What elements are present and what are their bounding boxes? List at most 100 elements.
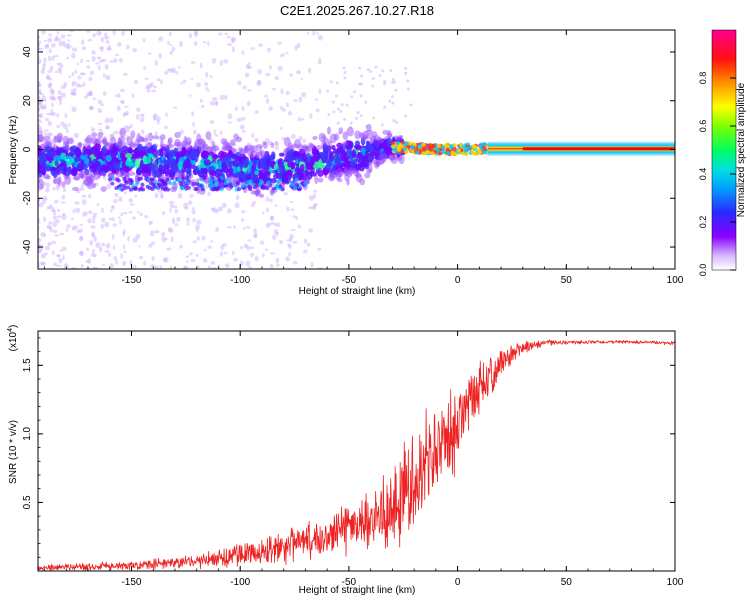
heatmap-cell: [272, 186, 277, 191]
heatmap-noise-blob: [111, 233, 115, 240]
heatmap-noise-blob: [92, 33, 97, 38]
heatmap-noise-blob: [98, 246, 103, 252]
heatmap-cell: [390, 156, 398, 164]
heatmap-cell: [121, 162, 126, 168]
heatmap-noise-blob: [290, 208, 295, 212]
heatmap-noise-blob: [245, 63, 251, 69]
heatmap-noise-blob: [335, 94, 339, 98]
heatmap-noise-blob: [98, 59, 104, 63]
heatmap-cell: [250, 172, 256, 181]
heatmap-cell: [143, 145, 149, 153]
heatmap-noise-blob: [241, 117, 246, 121]
heatmap-noise-blob: [51, 55, 55, 61]
heatmap-noise-blob: [104, 32, 108, 38]
heatmap-noise-blob: [58, 69, 62, 75]
heatmap-cell: [198, 184, 203, 189]
heatmap-noise-blob: [113, 255, 118, 261]
heatmap-noise-blob: [146, 88, 151, 93]
colorbar-tick-label: 0.2: [698, 216, 708, 229]
heatmap-noise-blob: [57, 67, 62, 72]
heatmap-noise-blob: [226, 35, 231, 39]
heatmap-noise-blob: [47, 37, 53, 43]
heatmap-noise-blob: [93, 254, 97, 258]
heatmap-noise-blob: [144, 215, 149, 219]
heatmap-noise-blob: [343, 117, 347, 121]
heatmap-cell: [312, 135, 318, 141]
heatmap-noise-blob: [106, 47, 112, 51]
heatmap-cell: [184, 183, 189, 188]
heatmap-noise-blob: [313, 204, 317, 209]
heatmap-noise-blob: [389, 68, 393, 72]
heatmap-noise-blob: [391, 77, 395, 81]
heatmap-noise-blob: [110, 217, 115, 221]
heatmap-noise-blob: [164, 70, 169, 75]
heatmap-cell: [277, 178, 282, 183]
heatmap-noise-blob: [109, 263, 114, 269]
heatmap-noise-blob: [294, 45, 298, 51]
heatmap-cell: [309, 156, 315, 167]
heatmap-noise-blob: [226, 43, 232, 47]
heatmap-noise-blob: [369, 69, 373, 73]
heatmap-cell: [431, 143, 436, 148]
heatmap-noise-blob: [119, 100, 125, 104]
heatmap-noise-blob: [160, 194, 164, 200]
heatmap-noise-blob: [133, 79, 139, 84]
heatmap-noise-blob: [157, 189, 163, 193]
heatmap-cell: [167, 138, 172, 148]
heatmap-cell: [149, 177, 154, 182]
heatmap-noise-blob: [142, 260, 147, 266]
heatmap-noise-blob: [38, 127, 41, 134]
heatmap-noise-blob: [99, 32, 102, 35]
heatmap-noise-blob: [279, 105, 284, 110]
heatmap-cell: [45, 146, 51, 152]
heatmap-noise-blob: [47, 83, 53, 89]
heatmap-noise-blob: [75, 83, 81, 88]
heatmap-noise-blob: [252, 234, 258, 239]
heatmap-cell: [126, 136, 133, 146]
heatmap-noise-blob: [61, 214, 67, 220]
heatmap-cell: [91, 162, 96, 171]
heatmap-noise-blob: [52, 186, 56, 191]
heatmap-noise-blob: [164, 125, 168, 130]
heatmap-noise-blob: [125, 44, 130, 50]
heatmap-cell: [139, 159, 144, 168]
heatmap-noise-blob: [274, 75, 279, 81]
heatmap-cell: [166, 187, 171, 192]
heatmap-noise-blob: [287, 111, 293, 116]
heatmap-noise-blob: [129, 203, 135, 206]
heatmap-noise-blob: [256, 80, 262, 87]
heatmap-noise-blob: [104, 36, 110, 40]
heatmap-noise-blob: [42, 183, 47, 186]
heatmap-noise-blob: [42, 64, 46, 67]
heatmap-noise-blob: [79, 224, 84, 227]
heatmap-noise-blob: [101, 207, 104, 213]
heatmap-noise-blob: [123, 112, 129, 116]
heatmap-noise-blob: [149, 220, 153, 225]
heatmap-noise-blob: [38, 88, 42, 94]
heatmap-noise-blob: [214, 134, 219, 137]
heatmap-noise-blob: [179, 244, 183, 249]
heatmap-cell: [66, 138, 74, 145]
heatmap-noise-blob: [122, 260, 127, 265]
heatmap-noise-blob: [193, 129, 197, 134]
heatmap-cell: [338, 127, 344, 135]
heatmap-cell: [124, 180, 129, 185]
heatmap-noise-blob: [306, 242, 311, 247]
heatmap-noise-blob: [40, 105, 46, 110]
heatmap-noise-blob: [62, 254, 65, 261]
heatmap-noise-blob: [38, 113, 42, 118]
heatmap-noise-blob: [355, 116, 359, 120]
heatmap-noise-blob: [142, 38, 146, 43]
heatmap-noise-blob: [393, 80, 397, 84]
heatmap-noise-blob: [109, 209, 113, 213]
spectrogram-y-axis: -40 -20 0 20 40: [22, 46, 675, 254]
heatmap-noise-blob: [165, 112, 168, 118]
heatmap-noise-blob: [122, 112, 126, 118]
heatmap-noise-blob: [264, 94, 269, 98]
heatmap-noise-blob: [336, 107, 340, 111]
heatmap-noise-blob: [254, 110, 259, 114]
heatmap-noise-blob: [169, 265, 173, 269]
heatmap-cell: [391, 144, 396, 149]
heatmap-noise-blob: [156, 119, 160, 125]
heatmap-noise-blob: [100, 36, 105, 43]
